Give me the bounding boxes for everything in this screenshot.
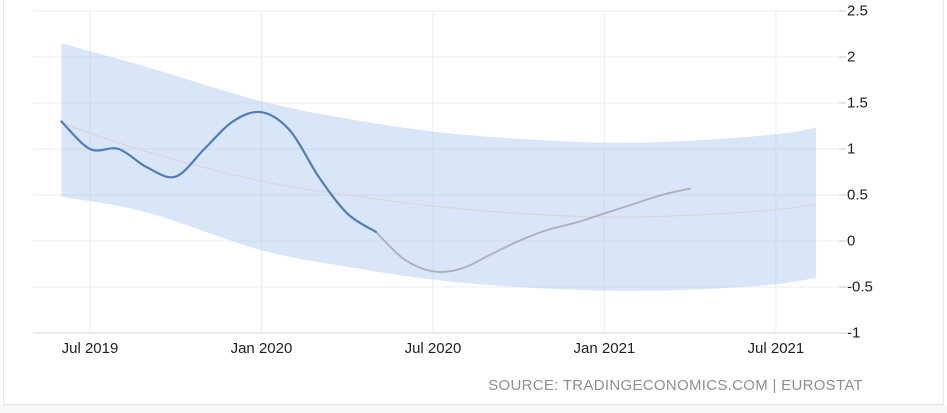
y-axis-label: 2.5 <box>847 2 868 20</box>
x-axis-label: Jul 2021 <box>747 340 805 357</box>
trend-line <box>60 122 817 218</box>
y-axis-label: 0.5 <box>847 186 868 204</box>
x-axis-label: Jan 2020 <box>230 340 293 357</box>
x-axis-label: Jan 2021 <box>573 340 636 357</box>
y-axis-label: -1 <box>847 324 861 342</box>
page-background-strip <box>0 405 947 413</box>
source-attribution: SOURCE: TRADINGECONOMICS.COM | EUROSTAT <box>488 377 863 394</box>
forecast-confidence-band <box>61 43 816 291</box>
y-axis-label: 2 <box>847 48 856 66</box>
y-axis-label: 1.5 <box>847 94 868 112</box>
actual-line <box>60 110 377 233</box>
y-axis-label: 0 <box>847 232 856 250</box>
y-axis-label: -0.5 <box>847 278 873 296</box>
forecast-line <box>374 187 692 273</box>
x-axis-label: Jul 2019 <box>61 340 119 357</box>
x-axis-label: Jul 2020 <box>404 340 462 357</box>
y-axis-label: 1 <box>847 140 856 158</box>
chart-widget-frame <box>3 0 944 405</box>
